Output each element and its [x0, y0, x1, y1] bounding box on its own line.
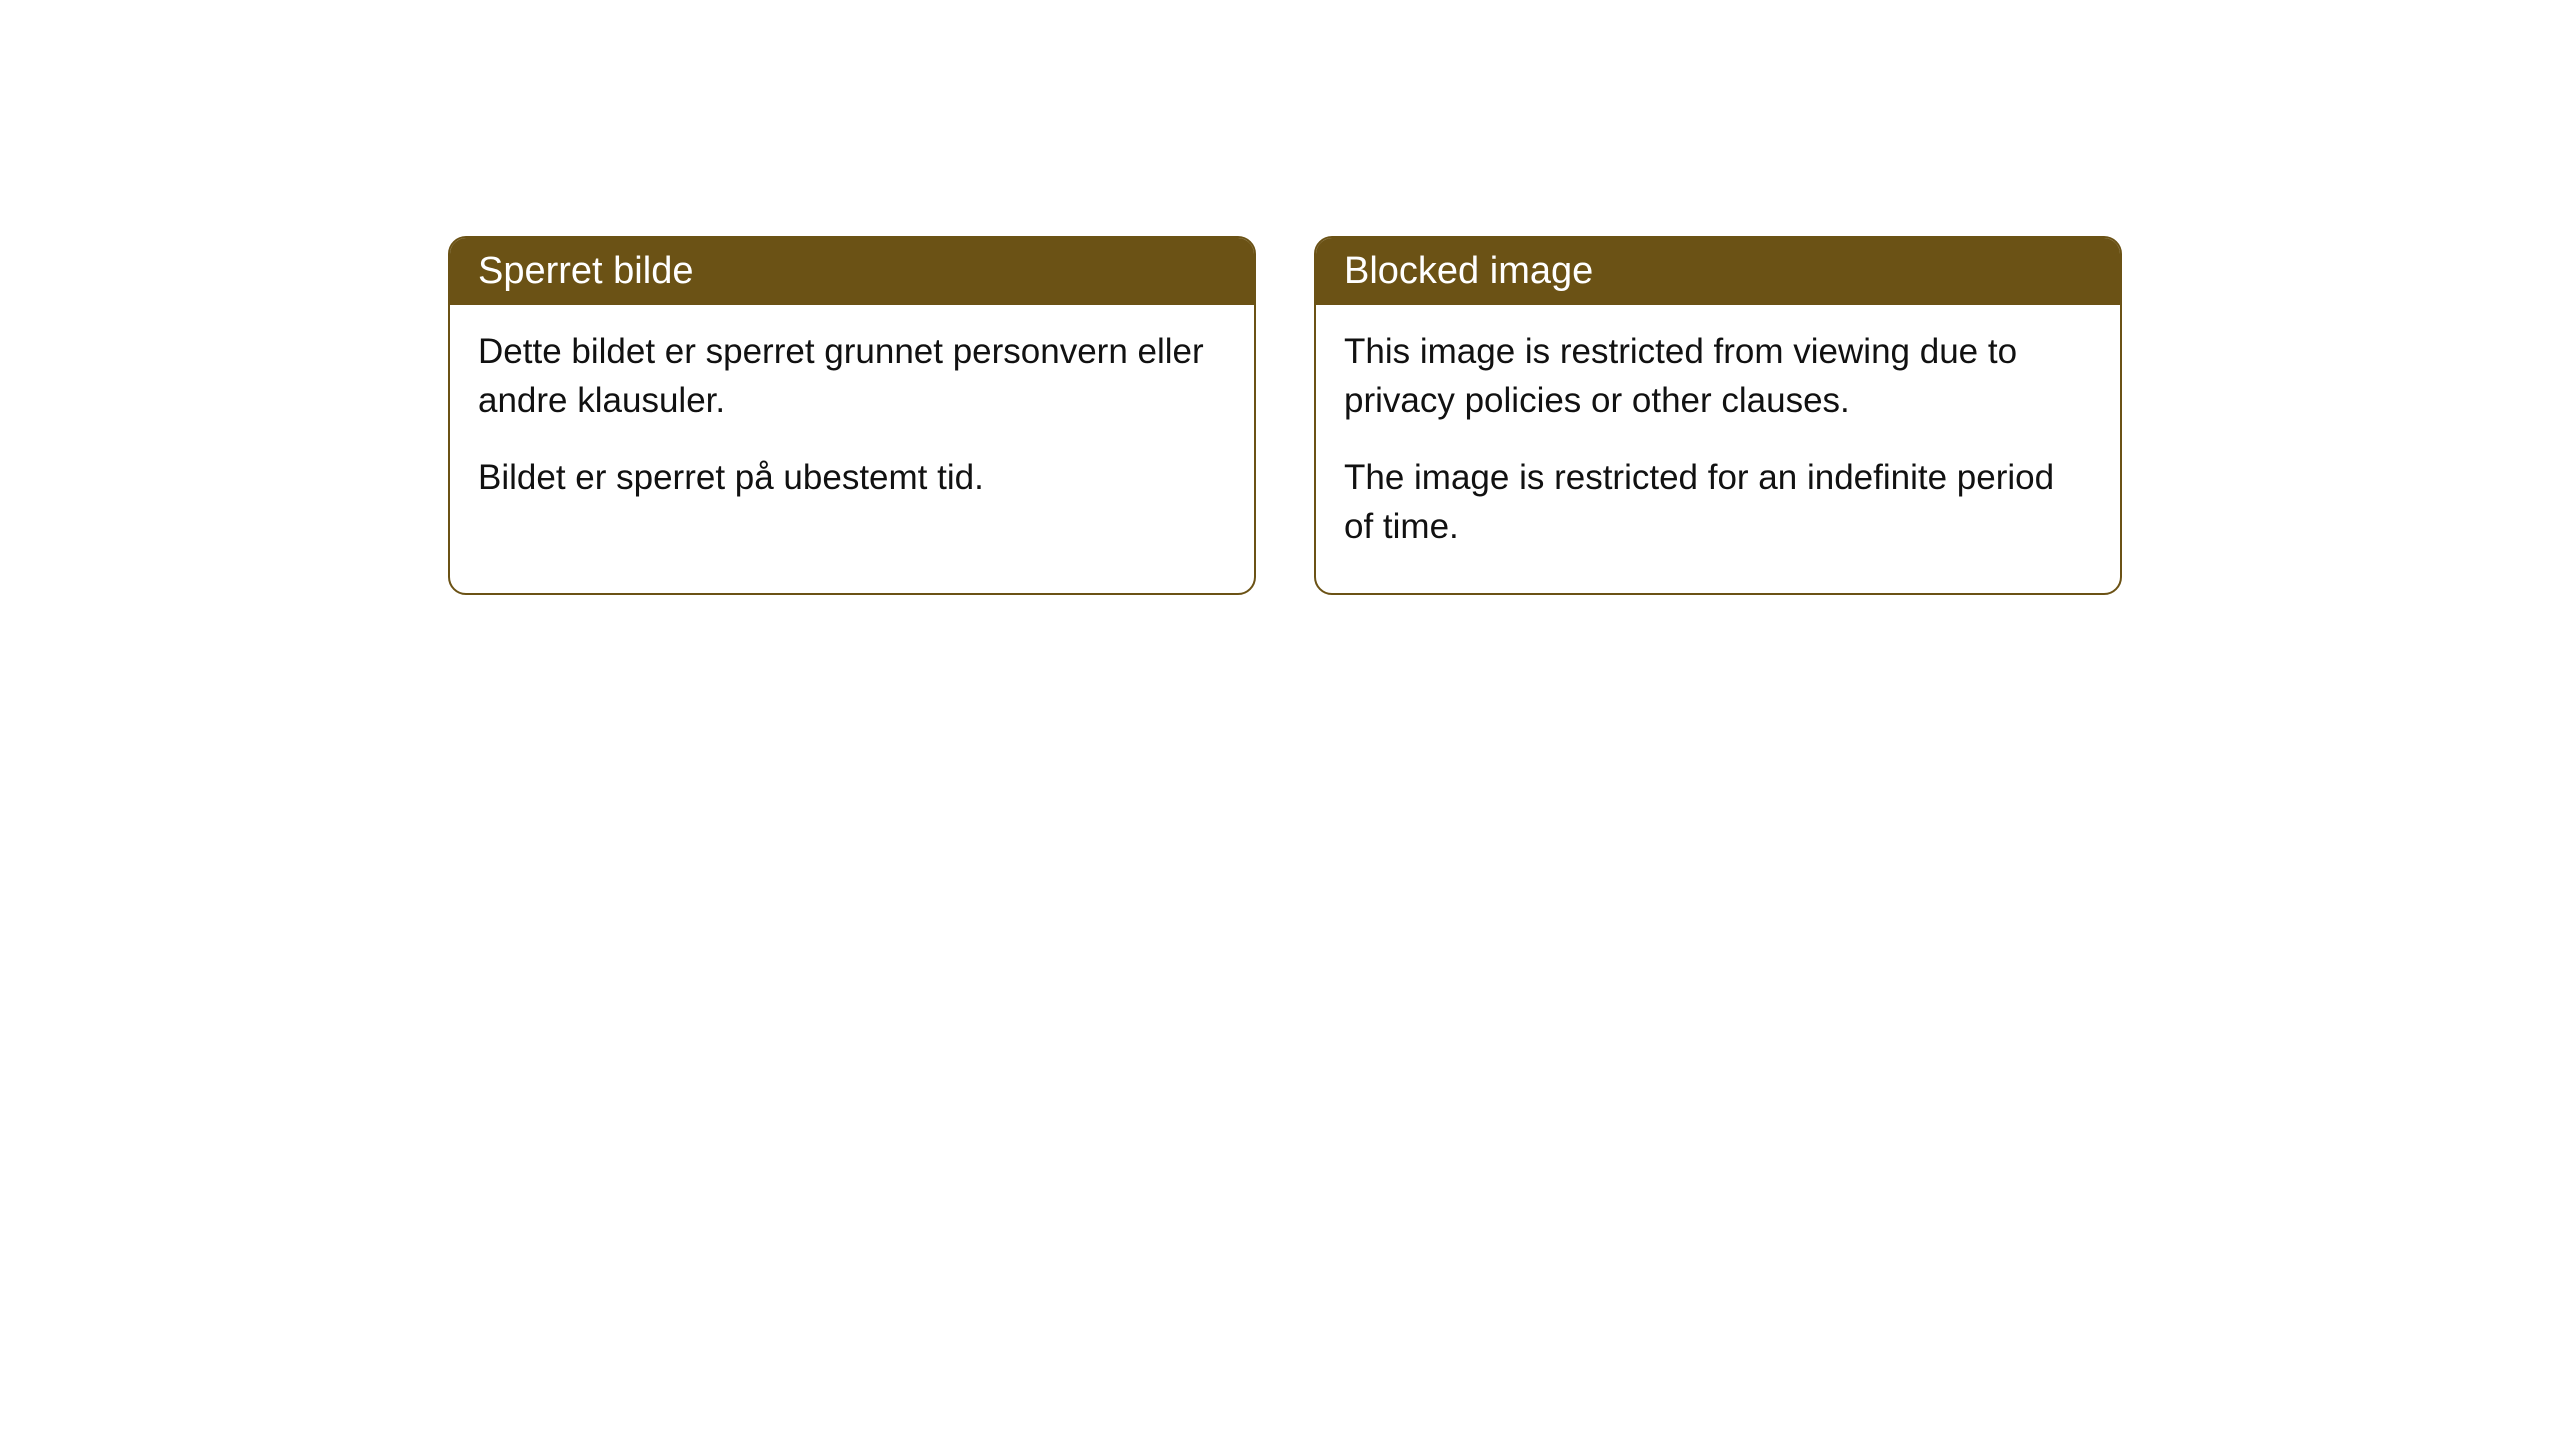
card-body: Dette bildet er sperret grunnet personve… — [450, 305, 1254, 544]
notice-cards-container: Sperret bilde Dette bildet er sperret gr… — [448, 236, 2122, 595]
notice-card-english: Blocked image This image is restricted f… — [1314, 236, 2122, 595]
card-header: Sperret bilde — [450, 238, 1254, 305]
card-paragraph-2: Bildet er sperret på ubestemt tid. — [478, 453, 1226, 502]
card-paragraph-2: The image is restricted for an indefinit… — [1344, 453, 2092, 551]
card-title: Sperret bilde — [478, 250, 693, 292]
notice-card-norwegian: Sperret bilde Dette bildet er sperret gr… — [448, 236, 1256, 595]
card-paragraph-1: Dette bildet er sperret grunnet personve… — [478, 327, 1226, 425]
card-header: Blocked image — [1316, 238, 2120, 305]
card-title: Blocked image — [1344, 250, 1593, 292]
card-paragraph-1: This image is restricted from viewing du… — [1344, 327, 2092, 425]
card-body: This image is restricted from viewing du… — [1316, 305, 2120, 593]
